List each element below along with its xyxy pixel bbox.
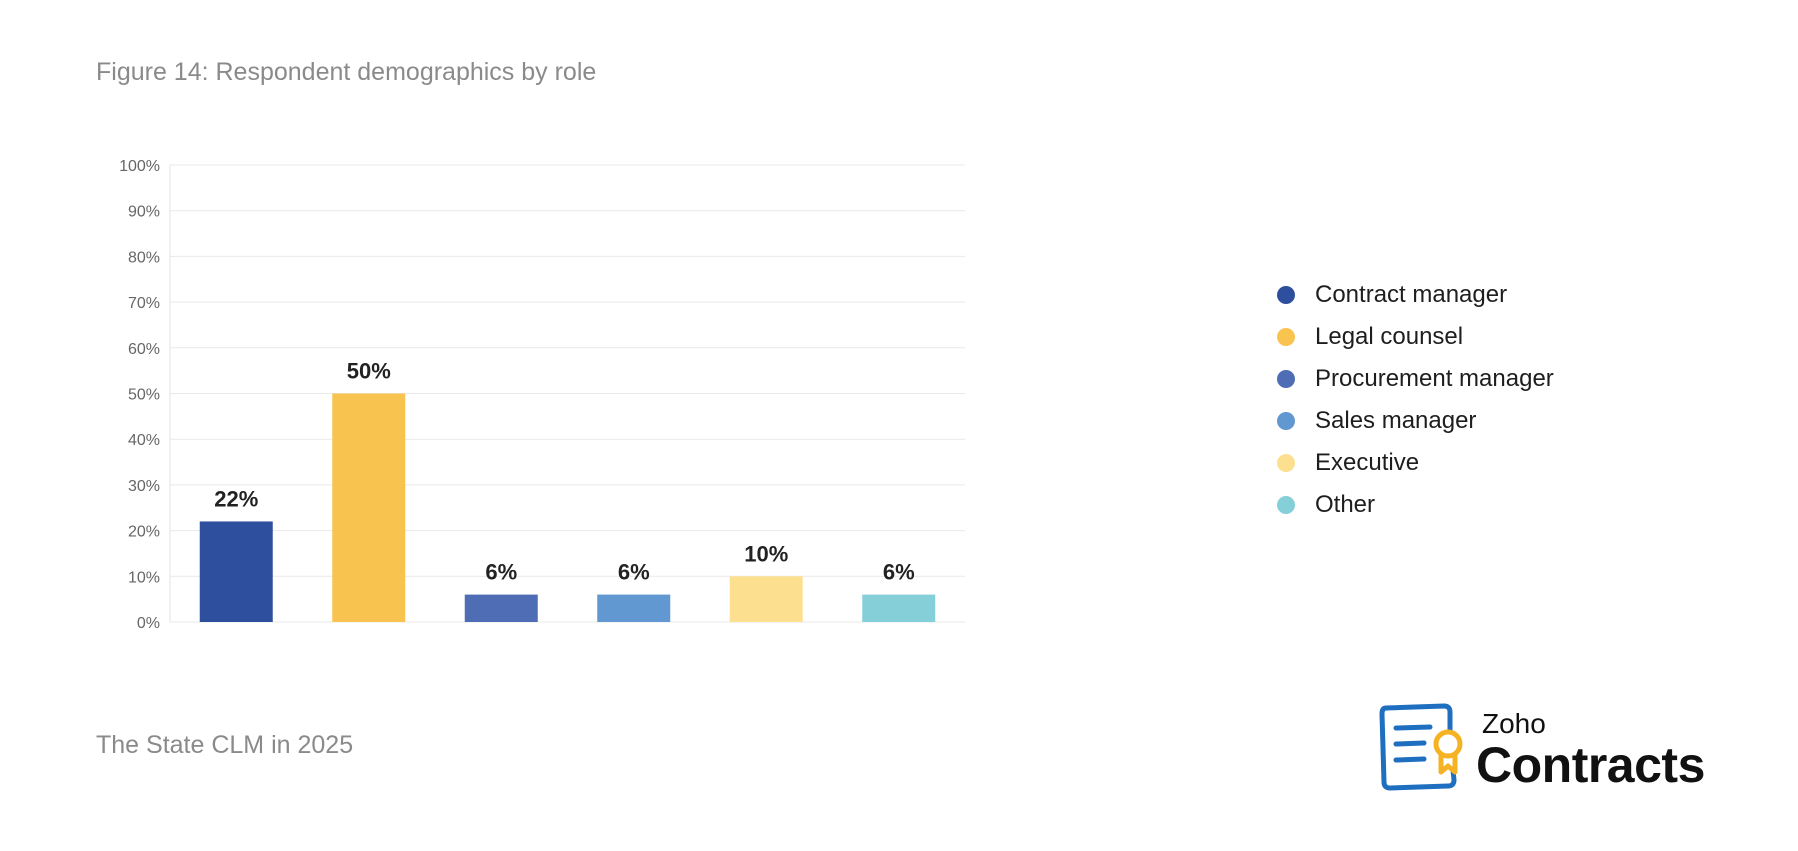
figure-title: Figure 14: Respondent demographics by ro… [96,58,597,86]
legend-label: Legal counsel [1315,323,1464,350]
bar-chart: 0% 10% 20% 30% 40% 50% 60% 70% 80% 90% 100% 22% 50% 6… [119,158,965,632]
y-tick-label: 20% [128,524,160,541]
y-tick-label: 10% [128,569,160,586]
data-label: 22% [214,486,258,511]
bar [597,594,671,622]
y-tick-label: 80% [128,249,160,266]
y-tick-label: 60% [128,341,160,358]
bar [332,393,406,622]
legend-swatch [1277,412,1295,430]
legend-swatch [1277,454,1295,472]
bar [862,594,936,622]
legend-item: Sales manager [1277,400,1554,442]
legend-swatch [1277,328,1295,346]
data-label: 6% [618,560,650,585]
legend-item: Legal counsel [1277,316,1554,358]
legend-label: Other [1315,491,1376,518]
y-tick-label: 30% [128,478,160,495]
bar [464,594,538,622]
y-tick-label: 50% [128,387,160,404]
legend-item: Other [1277,484,1554,526]
legend-label: Sales manager [1315,407,1477,434]
data-label: 50% [347,359,391,384]
legend-item: Procurement manager [1277,358,1554,400]
legend-swatch [1277,286,1295,304]
chart-legend: Contract manager Legal counsel Procurement… [1277,274,1554,526]
report-footer: The State CLM in 2025 [96,731,354,759]
legend-label: Contract manager [1315,281,1508,308]
zoho-contracts-logo: Zoho Contracts [1378,700,1708,795]
legend-label: Executive [1315,449,1420,476]
y-tick-label: 90% [128,204,160,221]
y-tick-label: 0% [137,615,160,632]
legend-swatch [1277,496,1295,514]
y-tick-label: 40% [128,432,160,449]
brand-name-zoho: Zoho [1482,708,1546,739]
y-tick-label: 100% [119,158,160,175]
data-label: 10% [744,541,788,566]
data-label: 6% [883,560,915,585]
legend-label: Procurement manager [1315,365,1554,392]
legend-item: Contract manager [1277,274,1554,316]
legend-item: Executive [1277,442,1554,484]
legend-swatch [1277,370,1295,388]
y-tick-label: 70% [128,295,160,312]
bar [199,521,273,622]
bar [729,576,803,622]
data-label: 6% [485,560,517,585]
brand-name-contracts: Contracts [1476,737,1705,793]
contract-document-with-ribbon-icon [1379,703,1463,791]
